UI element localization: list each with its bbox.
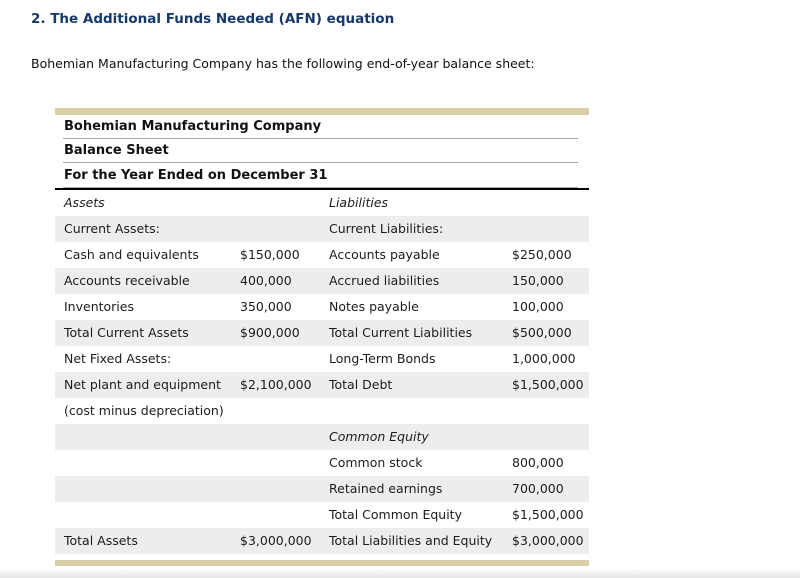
cell-asset-label: Current Assets:	[64, 221, 160, 236]
intro-text: Bohemian Manufacturing Company has the f…	[31, 56, 535, 71]
cell-asset-value: 400,000	[240, 273, 292, 288]
table-title-row: Bohemian Manufacturing Company	[55, 115, 589, 139]
statement-period: For the Year Ended on December 31	[64, 168, 328, 183]
cell-asset-label: Net plant and equipment	[64, 377, 221, 392]
cell-liability-label	[320, 398, 503, 424]
cell-asset-value	[231, 450, 320, 476]
table-row: Inventories 350,000 Notes payable 100,000	[55, 294, 589, 320]
company-name: Bohemian Manufacturing Company	[64, 119, 322, 134]
cell-liability-value	[503, 216, 589, 242]
page-bottom-divider	[0, 569, 800, 578]
cell-asset-value: $2,100,000	[240, 377, 312, 392]
cell-liability-value: 800,000	[512, 455, 564, 470]
cell-asset-value: $150,000	[240, 247, 300, 262]
table-row: Common Equity	[55, 424, 589, 450]
cell-asset-value	[231, 502, 320, 528]
table-row: Net Fixed Assets: Long-Term Bonds 1,000,00…	[55, 346, 589, 372]
cell-liability-value: $1,500,000	[512, 377, 584, 392]
table-row: Accounts receivable 400,000 Accrued liabil…	[55, 268, 589, 294]
cell-asset-value	[231, 476, 320, 502]
cell-asset-label	[55, 502, 231, 528]
table-row: Total Common Equity $1,500,000	[55, 502, 589, 528]
cell-asset-label	[55, 450, 231, 476]
cell-asset-label: Total Assets	[64, 533, 138, 548]
cell-asset-label: Total Current Assets	[64, 325, 189, 340]
cell-liability-value: 150,000	[512, 273, 564, 288]
cell-liability-value: $500,000	[512, 325, 572, 340]
cell-liability-value: $1,500,000	[512, 507, 584, 522]
cell-liability-label: Common Equity	[329, 429, 429, 444]
table-subtitle-row: Balance Sheet	[55, 139, 589, 163]
statement-name: Balance Sheet	[64, 143, 169, 158]
cell-liability-label: Total Liabilities and Equity	[329, 533, 493, 548]
cell-liability-label: Total Debt	[329, 377, 393, 392]
cell-liability-value: 100,000	[512, 299, 564, 314]
cell-liability-value: 700,000	[512, 481, 564, 496]
top-accent-bar	[55, 108, 589, 115]
cell-asset-value: $900,000	[240, 325, 300, 340]
page-title: 2. The Additional Funds Needed (AFN) equ…	[31, 11, 395, 27]
cell-asset-label: Inventories	[64, 299, 134, 314]
cell-liability-label: Retained earnings	[329, 481, 443, 496]
cell-liability-label: Total Common Equity	[329, 507, 462, 522]
cell-liability-label: Current Liabilities:	[329, 221, 444, 236]
table-row: Assets Liabilities	[55, 190, 589, 216]
cell-liability-value: 1,000,000	[512, 351, 576, 366]
cell-liability-label: Long-Term Bonds	[329, 351, 436, 366]
cell-asset-value: 350,000	[240, 299, 292, 314]
cell-liability-label: Accrued liabilities	[329, 273, 440, 288]
table-row: (cost minus depreciation)	[55, 398, 589, 424]
cell-asset-label: Accounts receivable	[64, 273, 190, 288]
cell-asset-label: Cash and equivalents	[64, 247, 199, 262]
cell-liability-value	[503, 424, 589, 450]
cell-liability-value	[503, 190, 589, 216]
cell-asset-value	[231, 424, 320, 450]
cell-asset-value	[231, 216, 320, 242]
cell-asset-value	[231, 346, 320, 372]
table-row: Retained earnings 700,000	[55, 476, 589, 502]
cell-liability-label: Common stock	[329, 455, 423, 470]
table-row: Common stock 800,000	[55, 450, 589, 476]
table-row: Total Current Assets $900,000 Total Curren…	[55, 320, 589, 346]
table-row: Total Assets $3,000,000 Total Liabilities …	[55, 528, 589, 554]
balance-sheet-rows: Assets Liabilities Current Assets: Current …	[55, 190, 589, 554]
cell-liability-label: Accounts payable	[329, 247, 440, 262]
cell-liability-label: Notes payable	[329, 299, 419, 314]
balance-sheet-table: Bohemian Manufacturing Company Balance S…	[55, 108, 589, 566]
cell-liability-value: $3,000,000	[512, 533, 584, 548]
bottom-accent-bar	[55, 560, 589, 566]
cell-liability-value: $250,000	[512, 247, 572, 262]
cell-liability-label: Total Current Liabilities	[329, 325, 473, 340]
cell-asset-label	[55, 424, 231, 450]
header-separator-line	[55, 188, 589, 190]
table-row: Cash and equivalents $150,000 Accounts pay…	[55, 242, 589, 268]
cell-asset-label: (cost minus depreciation)	[64, 403, 224, 418]
table-row: Net plant and equipment $2,100,000 Total D…	[55, 372, 589, 398]
cell-asset-label: Assets	[64, 195, 105, 210]
cell-liability-label: Liabilities	[329, 195, 389, 210]
cell-asset-value	[231, 190, 320, 216]
cell-asset-label	[55, 476, 231, 502]
cell-asset-label: Net Fixed Assets:	[64, 351, 172, 366]
table-row: Current Assets: Current Liabilities:	[55, 216, 589, 242]
cell-asset-value	[231, 398, 320, 424]
cell-liability-value	[503, 398, 589, 424]
table-period-row: For the Year Ended on December 31	[55, 163, 589, 188]
cell-asset-value: $3,000,000	[240, 533, 312, 548]
